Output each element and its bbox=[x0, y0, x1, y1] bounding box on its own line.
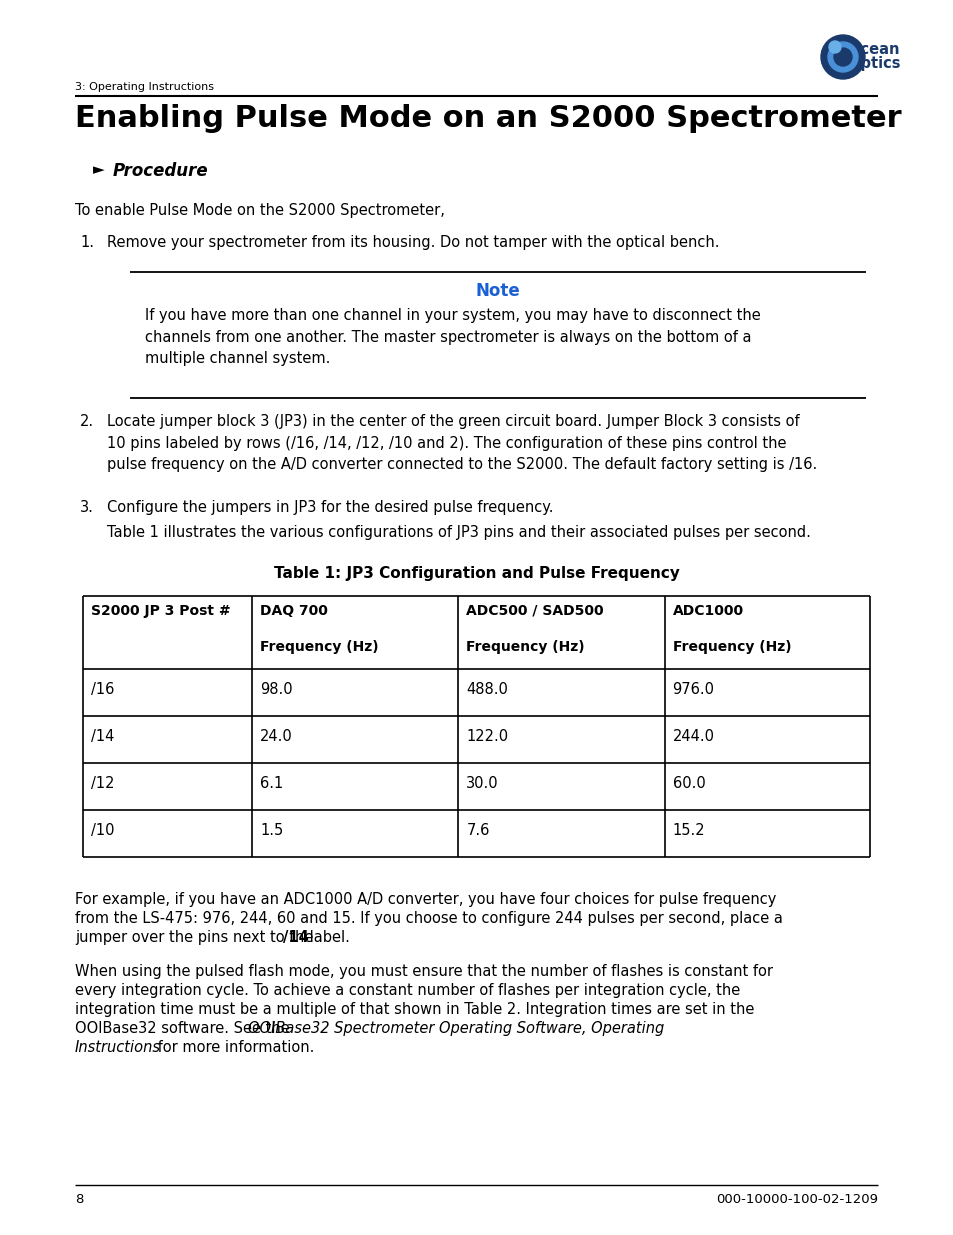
Text: ADC1000: ADC1000 bbox=[672, 604, 743, 618]
Text: 976.0: 976.0 bbox=[672, 682, 714, 697]
Text: Enabling Pulse Mode on an S2000 Spectrometer: Enabling Pulse Mode on an S2000 Spectrom… bbox=[75, 104, 901, 133]
Text: For example, if you have an ADC1000 A/D converter, you have four choices for pul: For example, if you have an ADC1000 A/D … bbox=[75, 892, 776, 906]
Text: Frequency (Hz): Frequency (Hz) bbox=[260, 640, 378, 655]
Circle shape bbox=[828, 41, 841, 53]
Text: Frequency (Hz): Frequency (Hz) bbox=[466, 640, 584, 655]
Text: /14: /14 bbox=[91, 729, 114, 743]
Text: When using the pulsed flash mode, you must ensure that the number of flashes is : When using the pulsed flash mode, you mu… bbox=[75, 965, 772, 979]
Text: Optics: Optics bbox=[847, 56, 900, 70]
Text: Table 1: JP3 Configuration and Pulse Frequency: Table 1: JP3 Configuration and Pulse Fre… bbox=[274, 566, 679, 580]
Text: If you have more than one channel in your system, you may have to disconnect the: If you have more than one channel in you… bbox=[145, 308, 760, 367]
Text: Ocean: Ocean bbox=[847, 42, 899, 57]
Text: S2000 JP 3 Post #: S2000 JP 3 Post # bbox=[91, 604, 231, 618]
Text: label.: label. bbox=[305, 930, 350, 945]
Text: 3: Operating Instructions: 3: Operating Instructions bbox=[75, 82, 213, 91]
Text: /14: /14 bbox=[283, 930, 309, 945]
Text: OOIBase32 software. See the: OOIBase32 software. See the bbox=[75, 1021, 294, 1036]
Text: DAQ 700: DAQ 700 bbox=[260, 604, 328, 618]
Text: 2.: 2. bbox=[80, 414, 94, 429]
Text: Table 1 illustrates the various configurations of JP3 pins and their associated : Table 1 illustrates the various configur… bbox=[107, 525, 810, 540]
Text: 98.0: 98.0 bbox=[260, 682, 293, 697]
Text: To enable Pulse Mode on the S2000 Spectrometer,: To enable Pulse Mode on the S2000 Spectr… bbox=[75, 203, 444, 219]
Text: 24.0: 24.0 bbox=[260, 729, 293, 743]
Circle shape bbox=[827, 42, 857, 72]
Text: every integration cycle. To achieve a constant number of flashes per integration: every integration cycle. To achieve a co… bbox=[75, 983, 740, 998]
Text: OOIBase32 Spectrometer Operating Software, Operating: OOIBase32 Spectrometer Operating Softwar… bbox=[248, 1021, 663, 1036]
Circle shape bbox=[833, 48, 851, 65]
Text: jumper over the pins next to the: jumper over the pins next to the bbox=[75, 930, 317, 945]
Text: 244.0: 244.0 bbox=[672, 729, 714, 743]
Text: 1.5: 1.5 bbox=[260, 823, 283, 839]
Text: /10: /10 bbox=[91, 823, 114, 839]
Text: 7.6: 7.6 bbox=[466, 823, 489, 839]
Text: Instructions: Instructions bbox=[75, 1040, 161, 1055]
Text: 488.0: 488.0 bbox=[466, 682, 508, 697]
Text: Remove your spectrometer from its housing. Do not tamper with the optical bench.: Remove your spectrometer from its housin… bbox=[107, 235, 719, 249]
Text: 000-10000-100-02-1209: 000-10000-100-02-1209 bbox=[716, 1193, 877, 1207]
Text: Frequency (Hz): Frequency (Hz) bbox=[672, 640, 790, 655]
Text: Locate jumper block 3 (JP3) in the center of the green circuit board. Jumper Blo: Locate jumper block 3 (JP3) in the cente… bbox=[107, 414, 817, 472]
Text: 6.1: 6.1 bbox=[260, 776, 283, 790]
Circle shape bbox=[821, 35, 864, 79]
Text: from the LS-475: 976, 244, 60 and 15. If you choose to configure 244 pulses per : from the LS-475: 976, 244, 60 and 15. If… bbox=[75, 911, 782, 926]
Text: 1.: 1. bbox=[80, 235, 94, 249]
Text: ►: ► bbox=[92, 162, 105, 177]
Text: for more information.: for more information. bbox=[152, 1040, 314, 1055]
Text: 30.0: 30.0 bbox=[466, 776, 498, 790]
Text: 122.0: 122.0 bbox=[466, 729, 508, 743]
Text: 8: 8 bbox=[75, 1193, 83, 1207]
Text: Note: Note bbox=[476, 282, 519, 300]
Text: 60.0: 60.0 bbox=[672, 776, 704, 790]
Text: 15.2: 15.2 bbox=[672, 823, 704, 839]
Text: 3.: 3. bbox=[80, 500, 93, 515]
Text: integration time must be a multiple of that shown in Table 2. Integration times : integration time must be a multiple of t… bbox=[75, 1002, 754, 1016]
Text: Configure the jumpers in JP3 for the desired pulse frequency.: Configure the jumpers in JP3 for the des… bbox=[107, 500, 553, 515]
Text: /12: /12 bbox=[91, 776, 114, 790]
Text: /16: /16 bbox=[91, 682, 114, 697]
Text: Procedure: Procedure bbox=[112, 162, 209, 180]
Text: ADC500 / SAD500: ADC500 / SAD500 bbox=[466, 604, 603, 618]
